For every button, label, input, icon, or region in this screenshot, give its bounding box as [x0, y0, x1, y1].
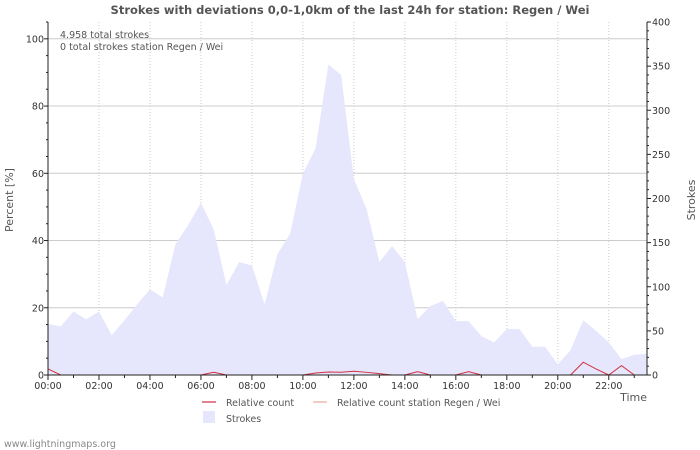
x-tick-label: 08:00 [238, 381, 265, 392]
y-right-tick-label: 250 [652, 150, 670, 161]
legend-swatch-strokes [203, 411, 215, 423]
legend-label-relative-count: Relative count [226, 398, 294, 409]
legend-label-relative-count-station: Relative count station Regen / Wei [337, 398, 500, 409]
series-strokes-area [48, 64, 647, 376]
y-left-tick-label: 20 [32, 303, 44, 314]
y-right-tick-label: 350 [652, 62, 670, 73]
x-tick-label: 22:00 [595, 381, 622, 392]
chart-title: Strokes with deviations 0,0-1,0km of the… [111, 3, 590, 17]
y-right-tick-label: 150 [652, 238, 670, 249]
y-right-tick-labels: 0 50 100 150 200 250 300 350 400 [652, 18, 670, 382]
annotation-station-strokes: 0 total strokes station Regen / Wei [60, 42, 223, 53]
x-tick-label: 18:00 [493, 381, 520, 392]
legend: Relative count Relative count station Re… [202, 398, 500, 425]
y-left-tick-label: 0 [38, 371, 44, 382]
y-left-tick-label: 40 [32, 236, 44, 247]
x-tick-labels: 00:00 02:00 04:00 06:00 08:00 10:00 12:00 14:00… [34, 381, 622, 392]
strokes-area-layer [48, 64, 647, 376]
x-axis-title: Time [619, 391, 647, 404]
y-left-tick-label: 100 [26, 34, 44, 45]
y-right-tick-label: 100 [652, 282, 670, 293]
y-right-tick-label: 200 [652, 194, 670, 205]
x-tick-label: 12:00 [340, 381, 367, 392]
y-right-tick-label: 400 [652, 18, 670, 29]
y-left-tick-labels: 0 20 40 60 80 100 [26, 34, 44, 381]
y-left-tick-label: 60 [32, 169, 44, 180]
y-axis-left-title: Percent [%] [3, 168, 16, 232]
x-tick-label: 02:00 [85, 381, 112, 392]
y-right-tick-label: 0 [652, 371, 658, 382]
x-tick-label: 16:00 [442, 381, 469, 392]
x-tick-label: 14:00 [391, 381, 418, 392]
x-tick-label: 20:00 [544, 381, 571, 392]
y-right-tick-label: 50 [652, 326, 664, 337]
axes [44, 21, 651, 380]
y-right-tick-label: 300 [652, 106, 670, 117]
y-axis-right-title: Strokes [685, 179, 698, 220]
x-tick-label: 00:00 [34, 381, 61, 392]
x-tick-label: 10:00 [289, 381, 316, 392]
annotation-total-strokes: 4.958 total strokes [60, 30, 149, 41]
x-tick-label: 06:00 [187, 381, 214, 392]
x-tick-label: 04:00 [136, 381, 163, 392]
y-left-tick-label: 80 [32, 102, 44, 113]
footer-source: www.lightningmaps.org [4, 439, 116, 450]
legend-label-strokes: Strokes [226, 414, 261, 425]
